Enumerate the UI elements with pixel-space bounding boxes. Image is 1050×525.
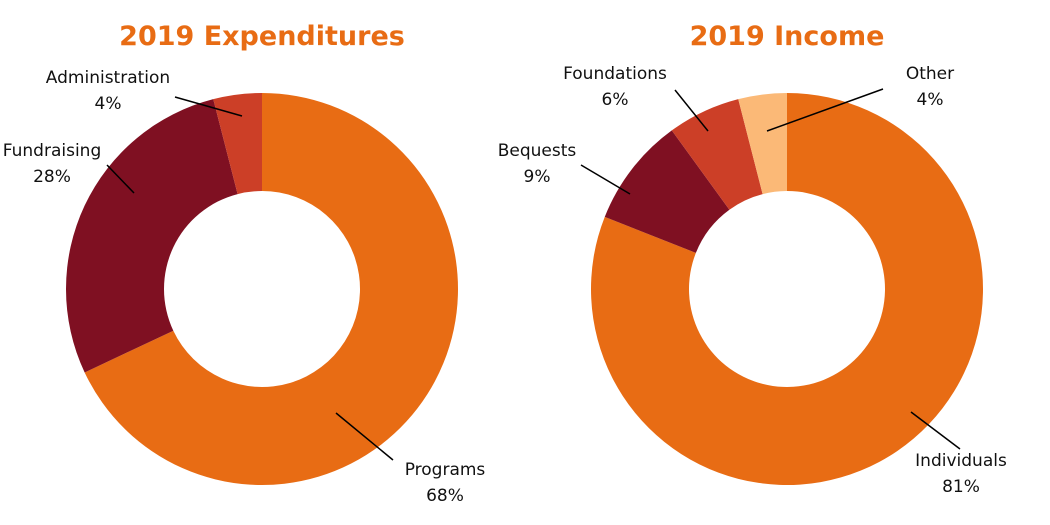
leader-line-bequests bbox=[580, 164, 631, 195]
slice-individuals bbox=[590, 93, 983, 485]
value-label-fundraising: 28% bbox=[33, 167, 71, 187]
category-label-foundations: Foundations bbox=[563, 64, 667, 84]
leader-line-other bbox=[766, 88, 884, 132]
slice-other bbox=[738, 93, 787, 195]
value-label-other: 4% bbox=[917, 90, 944, 110]
value-label-administration: 4% bbox=[95, 94, 122, 114]
leader-line-individuals bbox=[910, 411, 961, 450]
chart-title-expenditures: 2019 Expenditures bbox=[119, 21, 405, 52]
value-label-foundations: 6% bbox=[602, 90, 629, 110]
slice-bequests bbox=[604, 130, 730, 253]
leader-line-foundations bbox=[674, 89, 709, 132]
value-label-individuals: 81% bbox=[942, 477, 980, 497]
category-label-individuals: Individuals bbox=[915, 451, 1007, 471]
category-label-fundraising: Fundraising bbox=[3, 141, 101, 161]
leader-line-programs bbox=[335, 412, 394, 461]
chart-title-income: 2019 Income bbox=[690, 21, 885, 52]
slice-administration bbox=[213, 93, 262, 195]
leader-line-fundraising bbox=[106, 164, 135, 194]
category-label-programs: Programs bbox=[405, 460, 486, 480]
category-label-other: Other bbox=[906, 64, 954, 84]
slice-programs bbox=[84, 93, 459, 485]
category-label-administration: Administration bbox=[46, 68, 170, 88]
leader-line-administration bbox=[174, 96, 243, 117]
slice-foundations bbox=[671, 99, 763, 210]
value-label-bequests: 9% bbox=[524, 167, 551, 187]
category-label-bequests: Bequests bbox=[498, 141, 577, 161]
value-label-programs: 68% bbox=[426, 486, 464, 506]
